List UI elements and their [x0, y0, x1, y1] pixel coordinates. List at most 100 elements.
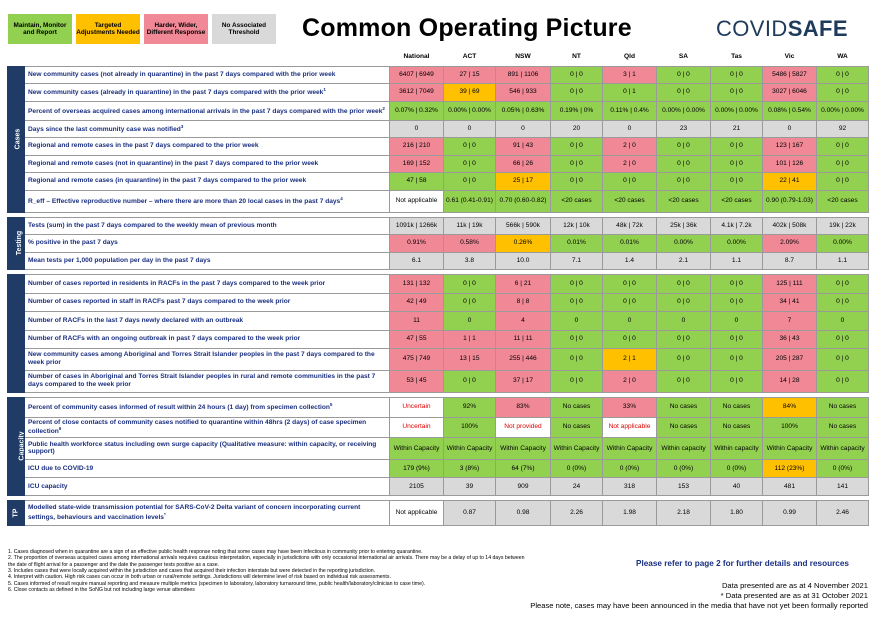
column-header: NSW: [495, 48, 551, 66]
column-header: NT: [550, 48, 603, 66]
value-cell: 0 | 0: [710, 329, 763, 349]
footnote-marker: 6: [58, 426, 62, 432]
value-cell: 0 | 0: [443, 136, 496, 156]
metric-row: Capacity Percent of community cases infor…: [7, 396, 869, 496]
metric-label: Regional and remote cases in the past 7 …: [24, 136, 390, 156]
metric-label-text: Days since the last community case was n…: [28, 125, 181, 133]
section-label-text: Capacity: [18, 431, 25, 461]
metric-row: Priority PopulationsNumber of cases repo…: [7, 273, 869, 393]
section-label-text: Testing: [16, 230, 24, 256]
value-cell: 11k | 19k: [443, 216, 496, 235]
value-cell: 3 (8%): [443, 458, 496, 478]
value-cell: 100%: [762, 416, 817, 438]
value-cell: 402k | 508k: [762, 216, 817, 235]
logo-part-2: SAFE: [787, 16, 848, 41]
value-cell: 4: [495, 310, 551, 331]
metric-row: Regional and remote cases in the past 7 …: [8, 136, 869, 156]
value-cell: 0 | 0: [656, 292, 711, 312]
value-cell: 0.00%: [710, 233, 763, 253]
footnote-marker: 1: [323, 87, 326, 93]
value-cell: 19k | 22k: [816, 216, 869, 235]
value-cell: 1.1: [710, 251, 763, 270]
value-cell: 481: [762, 476, 817, 496]
value-cell: 0: [762, 119, 817, 138]
metric-label: Mean tests per 1,000 population per day …: [24, 251, 390, 270]
value-cell: 53 | 45: [389, 369, 444, 393]
metric-label: Percent of overseas acquired cases among…: [24, 100, 390, 121]
value-cell: 0 | 0: [550, 292, 603, 312]
value-cell: 7: [762, 310, 817, 331]
metric-label-text: Tests (sum) in the past 7 days compared …: [28, 221, 277, 229]
value-cell: Within Capacity: [495, 436, 551, 460]
metric-label-text: Regional and remote cases (not in quaran…: [28, 159, 319, 167]
metric-label: ICU due to COVID-19: [24, 458, 390, 478]
metric-row: Percent of close contacts of community c…: [8, 416, 869, 438]
value-cell: 0.00% | 0.00%: [443, 100, 496, 121]
value-cell: 0 | 0: [550, 273, 603, 294]
value-cell: 2.26: [550, 499, 603, 526]
legend-item: No Associated Threshold: [212, 14, 276, 44]
value-cell: 2105: [389, 476, 444, 496]
value-cell: 0 | 0: [710, 171, 763, 191]
value-cell: 0.05% | 0.63%: [495, 100, 551, 121]
value-cell: 0 | 0: [656, 136, 711, 156]
value-cell: 40: [710, 476, 763, 496]
value-cell: 112 (23%): [762, 458, 817, 478]
metric-label: Modelled state-wide transmission potenti…: [24, 499, 390, 526]
value-cell: 0 | 0: [816, 82, 869, 102]
value-cell: 0: [602, 119, 657, 138]
value-cell: 39: [443, 476, 496, 496]
value-cell: 891 | 1106: [495, 65, 551, 84]
value-cell: 0.90 (0.79-1.03): [762, 189, 817, 213]
value-cell: 10.0: [495, 251, 551, 270]
footnotes: 1. Cases diagnosed when in quarantine ar…: [8, 549, 528, 593]
metric-label-text: Number of cases in Aboriginal and Torres…: [28, 373, 376, 388]
metric-label: Regional and remote cases (in quarantine…: [24, 171, 390, 191]
value-cell: 0.00%: [816, 233, 869, 253]
value-cell: 23: [656, 119, 711, 138]
value-cell: 0 | 0: [710, 292, 763, 312]
value-cell: 64 (7%): [495, 458, 551, 478]
value-cell: 0 | 0: [550, 136, 603, 156]
metric-label-text: Percent of overseas acquired cases among…: [28, 107, 383, 115]
metric-label: New community cases among Aboriginal and…: [24, 347, 390, 371]
footnote: 4. Interpret with caution. High risk cas…: [8, 574, 391, 581]
value-cell: 11: [389, 310, 444, 331]
value-cell: 3 | 1: [602, 65, 657, 84]
refer-page-2-note: Please refer to page 2 for further detai…: [636, 559, 849, 568]
value-cell: 0 | 0: [550, 329, 603, 349]
metric-row: Percent of overseas acquired cases among…: [8, 100, 869, 121]
value-cell: 2 | 0: [602, 154, 657, 173]
value-cell: 179 (9%): [389, 458, 444, 478]
value-cell: 3027 | 6046: [762, 82, 817, 102]
value-cell: Within Capacity: [602, 436, 657, 460]
section-label: Testing: [7, 216, 25, 270]
metric-label: Number of cases reported in residents in…: [24, 273, 390, 294]
value-cell: 100%: [443, 416, 496, 438]
value-cell: 0.91%: [389, 233, 444, 253]
metric-row: Number of RACFs with an ongoing outbreak…: [8, 329, 869, 349]
metric-row: Regional and remote cases (in quarantine…: [8, 171, 869, 191]
metric-label-text: Number of cases reported in residents in…: [28, 279, 326, 287]
value-cell: 0: [389, 119, 444, 138]
value-cell: 123 | 167: [762, 136, 817, 156]
metric-row: ICU capacity 2105 39 909 24 318 153 40 481 141: [8, 476, 869, 496]
value-cell: 27 | 15: [443, 65, 496, 84]
value-cell: 47 | 55: [389, 329, 444, 349]
value-cell: 0.00% | 0.00%: [656, 100, 711, 121]
value-cell: 475 | 749: [389, 347, 444, 371]
value-cell: 20: [550, 119, 603, 138]
value-cell: 169 | 152: [389, 154, 444, 173]
metric-label-text: Number of RACFs with an ongoing outbreak…: [28, 335, 301, 343]
value-cell: 0 | 0: [550, 369, 603, 393]
media-note: Please note, cases may have been announc…: [530, 601, 868, 611]
value-cell: 0 | 0: [443, 292, 496, 312]
logo-part-1: COVID: [716, 16, 788, 41]
metric-label-text: Percent of close contacts of community c…: [28, 418, 367, 436]
metric-label-text: New community cases (not already in quar…: [28, 70, 336, 78]
metric-label-text: Percent of community cases informed of r…: [28, 404, 330, 412]
value-cell: 0 | 0: [602, 292, 657, 312]
value-cell: 0 | 0: [816, 154, 869, 173]
column-header: SA: [656, 48, 711, 66]
value-cell: 205 | 287: [762, 347, 817, 371]
